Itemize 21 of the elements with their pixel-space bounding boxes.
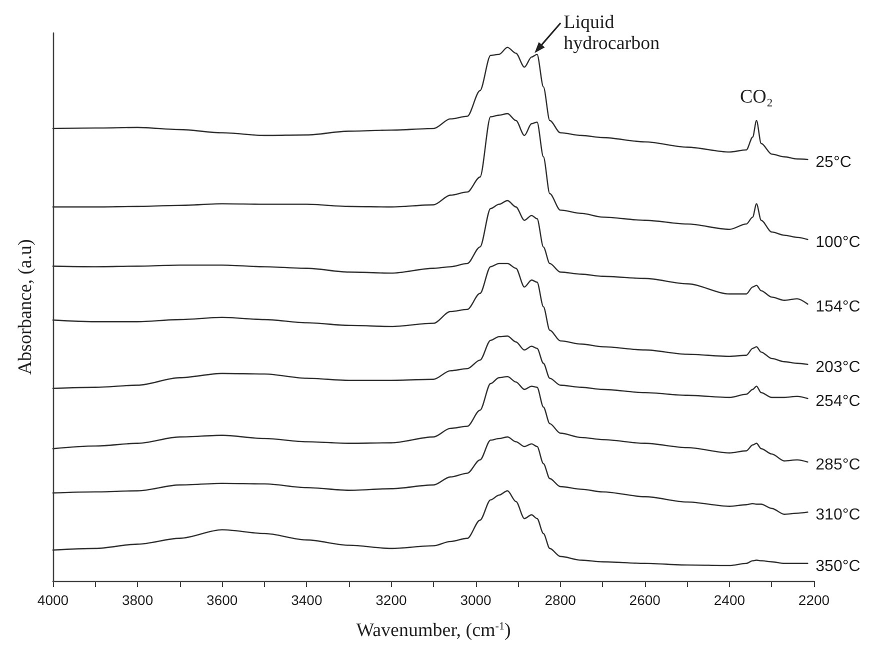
x-tick-label: 3600 <box>206 592 238 608</box>
x-tick-label: 2400 <box>714 592 746 608</box>
x-tick-label: 2200 <box>798 592 830 608</box>
x-tick-label: 3800 <box>122 592 154 608</box>
annotation: Liquid hydrocarbon <box>564 12 660 54</box>
annotation: CO₂ <box>740 86 774 108</box>
x-tick-label: 3000 <box>460 592 492 608</box>
series-label: 100°C <box>816 234 860 251</box>
series-label: 254°C <box>816 393 860 410</box>
series-label: 350°C <box>816 558 860 575</box>
series-label: 203°C <box>816 358 860 376</box>
series-label: 154°C <box>816 298 860 316</box>
series-label: 285°C <box>816 456 860 474</box>
x-tick-label: 3400 <box>291 592 322 608</box>
x-tick-label: 2800 <box>544 592 576 608</box>
x-tick-label: 2600 <box>629 592 661 608</box>
x-tick-label: 3200 <box>376 592 407 608</box>
series-label: 310°C <box>816 506 860 524</box>
x-tick-label: 4000 <box>37 592 69 608</box>
y-axis-title: Absorbance, (a.u) <box>15 239 36 375</box>
series-label: 25°C <box>816 154 852 171</box>
